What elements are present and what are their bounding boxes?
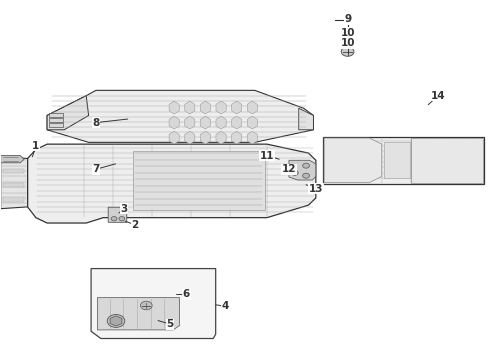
Circle shape <box>111 217 117 221</box>
Polygon shape <box>247 101 257 114</box>
Text: 7: 7 <box>92 164 99 174</box>
Polygon shape <box>0 157 27 209</box>
Circle shape <box>303 163 310 168</box>
Polygon shape <box>3 183 24 187</box>
Polygon shape <box>324 138 382 183</box>
Text: 2: 2 <box>131 220 139 230</box>
Circle shape <box>141 301 152 310</box>
Polygon shape <box>289 160 316 180</box>
Polygon shape <box>185 101 195 114</box>
Polygon shape <box>169 116 179 129</box>
Polygon shape <box>49 123 63 127</box>
Text: 9: 9 <box>344 14 351 24</box>
Text: 10: 10 <box>341 28 355 38</box>
Text: 12: 12 <box>282 164 296 174</box>
Text: 9: 9 <box>344 14 351 24</box>
Polygon shape <box>200 116 211 129</box>
Polygon shape <box>0 156 24 163</box>
Polygon shape <box>411 138 484 183</box>
Text: 6: 6 <box>183 289 190 299</box>
Polygon shape <box>384 142 410 178</box>
Polygon shape <box>169 131 179 144</box>
Polygon shape <box>3 197 24 202</box>
Polygon shape <box>232 101 242 114</box>
Polygon shape <box>47 90 314 142</box>
Polygon shape <box>110 316 122 326</box>
Polygon shape <box>49 118 63 122</box>
Polygon shape <box>3 168 24 173</box>
Text: 4: 4 <box>222 301 229 311</box>
Text: 8: 8 <box>92 118 99 128</box>
Polygon shape <box>200 101 211 114</box>
Circle shape <box>107 315 125 327</box>
Circle shape <box>119 217 125 221</box>
Polygon shape <box>27 144 316 223</box>
Text: 5: 5 <box>167 319 174 329</box>
Polygon shape <box>216 131 226 144</box>
Text: 14: 14 <box>431 91 445 101</box>
Polygon shape <box>91 269 216 338</box>
Text: 11: 11 <box>260 150 274 161</box>
Polygon shape <box>108 207 127 222</box>
Polygon shape <box>247 116 257 129</box>
Polygon shape <box>133 151 265 211</box>
Polygon shape <box>232 116 242 129</box>
Polygon shape <box>49 113 63 117</box>
Polygon shape <box>169 101 179 114</box>
Circle shape <box>292 170 298 175</box>
Circle shape <box>303 173 310 178</box>
Polygon shape <box>98 298 179 330</box>
Text: 13: 13 <box>309 184 323 194</box>
Polygon shape <box>247 131 257 144</box>
Text: 3: 3 <box>120 204 127 214</box>
Polygon shape <box>200 131 211 144</box>
Polygon shape <box>323 137 485 184</box>
Polygon shape <box>47 96 89 130</box>
Polygon shape <box>185 116 195 129</box>
Text: 1: 1 <box>32 141 40 151</box>
Polygon shape <box>216 116 226 129</box>
Polygon shape <box>232 131 242 144</box>
Circle shape <box>341 47 354 56</box>
Polygon shape <box>216 101 226 114</box>
Polygon shape <box>185 131 195 144</box>
Text: 10: 10 <box>341 38 355 48</box>
Polygon shape <box>299 108 314 130</box>
